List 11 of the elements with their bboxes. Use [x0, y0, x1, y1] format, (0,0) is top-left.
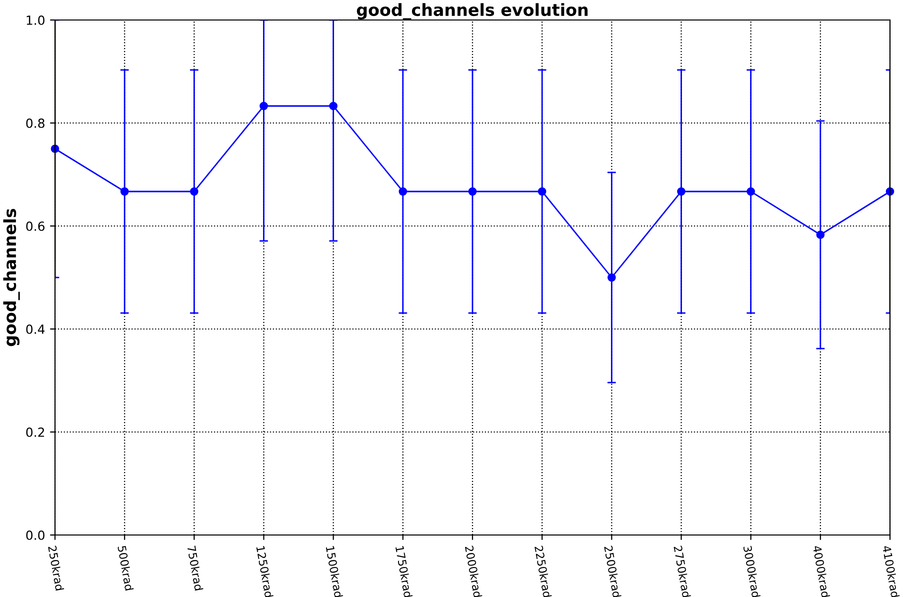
y-axis-title: good_channels: [3, 208, 20, 346]
chart-title: good_channels evolution: [356, 3, 588, 20]
x-tick-label: 250krad: [48, 546, 64, 591]
y-tick-label: 0.4: [26, 324, 45, 334]
y-tick-label: 0.6: [26, 221, 44, 231]
y-tick-label: 1.0: [26, 15, 44, 25]
y-tick-label: 0.8: [26, 118, 44, 128]
y-tick-label: 0.0: [26, 530, 44, 540]
x-tick-label: 750krad: [187, 546, 204, 591]
y-tick-label: 0.2: [26, 427, 44, 437]
x-tick-label: 500krad: [118, 546, 134, 591]
